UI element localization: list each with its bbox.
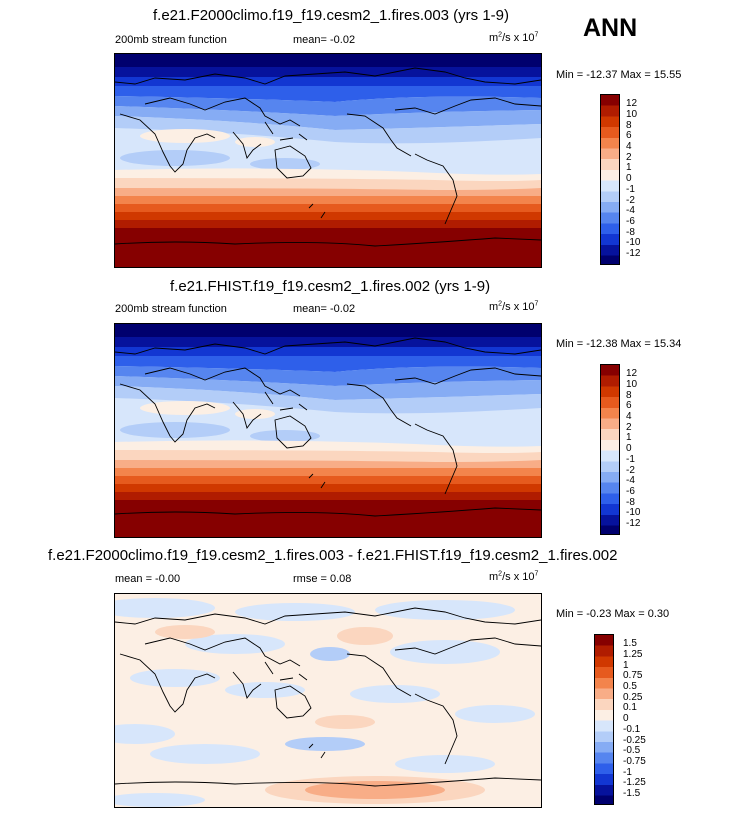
panel1-colorbar-label: -8 — [626, 227, 635, 238]
panel1-colorbar-label: 4 — [626, 141, 632, 152]
panel2-colorbar-label: -6 — [626, 486, 635, 497]
panel3-colorbar-label: -0.5 — [623, 745, 641, 756]
panel3-colorbar-label: 0.25 — [623, 692, 643, 703]
panel1-colorbar-label: 10 — [626, 109, 638, 120]
panel3-difference-field — [115, 594, 541, 807]
panel1-colorbar-label: -2 — [626, 195, 635, 206]
panel1-minmax: Min = -12.37 Max = 15.55 — [556, 69, 682, 81]
panel3-colorbar-label: -1.25 — [623, 777, 646, 788]
panel3-title: f.e21.F2000climo.f19_f19.cesm2_1.fires.0… — [48, 547, 618, 564]
panel3-colorbar-label: -0.25 — [623, 735, 646, 746]
panel3-colorbar-label: 0.75 — [623, 670, 643, 681]
panel3-colorbar-label: -1 — [623, 767, 632, 778]
panel3-colorbar-swatches — [594, 634, 614, 805]
panel2-title: f.e21.FHIST.f19_f19.cesm2_1.fires.002 (y… — [170, 278, 491, 295]
panel1-title: f.e21.F2000climo.f19_f19.cesm2_1.fires.0… — [153, 7, 510, 24]
panel3-units: m2/s x 107 — [489, 570, 539, 583]
panel1-field-label: 200mb stream function — [115, 34, 227, 46]
panel1-colorbar-swatches — [600, 94, 620, 265]
panel1-colorbar-label: -6 — [626, 216, 635, 227]
panel1-colorbar-label: 8 — [626, 120, 632, 131]
panel1-colorbar-label: 1 — [626, 162, 632, 173]
panel1-stream-function-field — [115, 54, 541, 267]
panel2-units: m2/s x 107 — [489, 300, 539, 313]
panel3-colorbar-label: 1.25 — [623, 649, 643, 660]
panel2-colorbar-label: 10 — [626, 379, 638, 390]
panel1-colorbar-label: -12 — [626, 248, 641, 259]
panel1-colorbar-label: -1 — [626, 184, 635, 195]
panel2-colorbar-label: 0 — [626, 443, 632, 454]
panel2-colorbar-label: 2 — [626, 422, 632, 433]
panel2-colorbar-swatches — [600, 364, 620, 535]
panel3-colorbar-label: 0.5 — [623, 681, 637, 692]
panel3-colorbar-label: -0.1 — [623, 724, 641, 735]
panel2-minmax: Min = -12.38 Max = 15.34 — [556, 338, 682, 350]
panel3-colorbar-label: -1.5 — [623, 788, 641, 799]
panel2-colorbar-label: -8 — [626, 497, 635, 508]
panel1-colorbar-label: 6 — [626, 130, 632, 141]
panel1-colorbar-label: 2 — [626, 152, 632, 163]
panel1-units: m2/s x 107 — [489, 31, 539, 44]
panel2-colorbar-label: -10 — [626, 507, 641, 518]
panel2-mean-label: mean= -0.02 — [293, 303, 356, 315]
panel3-colorbar-label: 0.1 — [623, 702, 637, 713]
panel1-colorbar: 12 10 8 6 4 2 1 0 -1 -2 -4 -6 -8 -10 -12 — [600, 94, 660, 265]
panel3-map — [114, 593, 542, 808]
panel3-colorbar-label: 1 — [623, 660, 629, 671]
panel2-colorbar-label: -2 — [626, 465, 635, 476]
panel3-colorbar-label: 0 — [623, 713, 629, 724]
season-label: ANN — [583, 14, 638, 42]
panel2-colorbar-label: 6 — [626, 400, 632, 411]
panel1-mean-label: mean= -0.02 — [293, 34, 356, 46]
panel3-mean-label: mean = -0.00 — [115, 573, 181, 585]
panel2-colorbar-label: 8 — [626, 390, 632, 401]
panel3-minmax: Min = -0.23 Max = 0.30 — [556, 608, 670, 620]
panel1-colorbar-label: -4 — [626, 205, 635, 216]
panel2-stream-function-field — [115, 324, 541, 537]
panel2-colorbar-label: 12 — [626, 368, 638, 379]
panel1-colorbar-label: 0 — [626, 173, 632, 184]
panel2-field-label: 200mb stream function — [115, 303, 227, 315]
panel1-colorbar-label: 12 — [626, 98, 638, 109]
panel2-colorbar-label: -12 — [626, 518, 641, 529]
panel3-colorbar: 1.5 1.25 1 0.75 0.5 0.25 0.1 0 -0.1 -0.2… — [594, 634, 654, 805]
panel1-map — [114, 53, 542, 268]
panel3-colorbar-label: -0.75 — [623, 756, 646, 767]
panel2-colorbar-label: -4 — [626, 475, 635, 486]
panel2-colorbar-label: -1 — [626, 454, 635, 465]
panel3-rmse-label: rmse = 0.08 — [293, 573, 352, 585]
panel2-colorbar: 12 10 8 6 4 2 1 0 -1 -2 -4 -6 -8 -10 -12 — [600, 364, 660, 535]
panel2-colorbar-label: 1 — [626, 432, 632, 443]
panel2-colorbar-label: 4 — [626, 411, 632, 422]
panel2-map — [114, 323, 542, 538]
panel1-colorbar-label: -10 — [626, 237, 641, 248]
panel3-colorbar-label: 1.5 — [623, 638, 637, 649]
